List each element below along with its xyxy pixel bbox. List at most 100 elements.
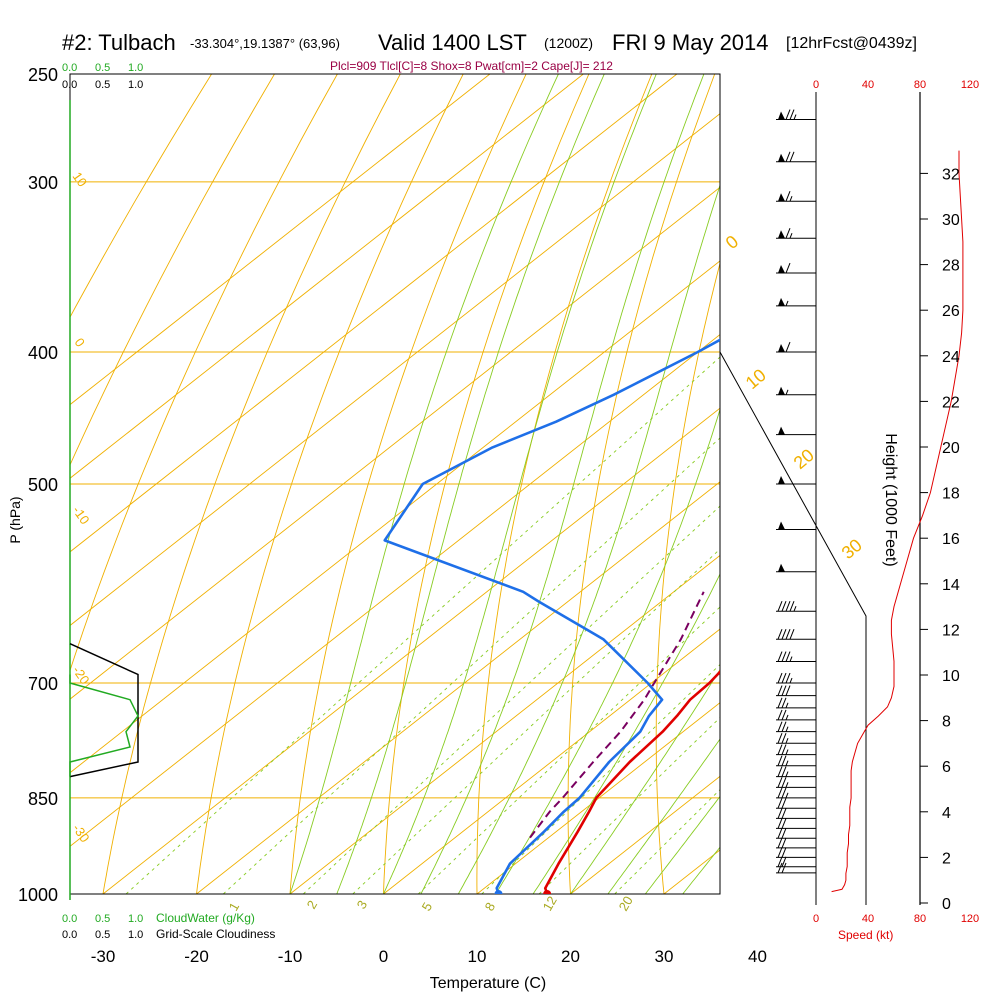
height-tick-label: 30 [942,212,960,229]
wind-barb [776,847,816,858]
pressure-tick-label: 700 [28,674,58,694]
wind-barb [776,151,816,163]
isotherm-line [289,554,720,894]
height-tick-label: 2 [942,850,951,867]
dewpoint-line [383,338,720,894]
moist-adiabat [682,846,720,894]
wind-barb [776,777,816,788]
isotherm-line [383,628,720,894]
wind-barb [776,601,816,612]
mixing-ratio-line [125,356,720,894]
wind-barb [776,733,816,744]
top-cw-tick: 0.0 [62,62,77,74]
temperature-axis: -30 -20 -10 0 10 20 30 40 [91,947,767,966]
temperature-tick-label: -20 [184,947,209,966]
height-tick-label: 12 [942,622,960,639]
bot-cl-tick: 0.5 [95,929,110,941]
top-speed-tick: 120 [961,79,979,91]
temperature-tick-label: 30 [655,947,674,966]
top-cw-tick: 1.0 [128,62,143,74]
wind-barb [776,341,816,353]
mixing-ratio-label: 12 [540,893,560,913]
isotherm-line [70,186,720,700]
pressure-tick-label: 1000 [18,885,58,905]
moist-adiabat [532,573,720,894]
height-tick-label: 0 [942,896,951,913]
wind-panel [719,92,964,905]
mixing-ratio-label: 2 [304,898,321,912]
isotherm-line [70,333,720,847]
wind-barb [776,808,816,819]
wind-barb [776,228,816,239]
bot-speed-tick: 120 [961,913,979,925]
wind-barb [776,521,816,531]
dry-adiabat [476,74,653,894]
bot-cw-tick: 0.5 [95,913,110,925]
temperature-tick-label: 40 [748,947,767,966]
moist-adiabat [383,74,657,894]
height-tick-label: 16 [942,531,960,548]
wind-barb [776,262,816,274]
temperature-tick-label: 10 [468,947,487,966]
isotherm-line [851,74,1000,894]
dry-adiabat [383,74,590,894]
wind-barb [776,297,816,307]
cloudwater-profile [69,674,139,777]
mixing-ratio-label: 3 [354,898,371,912]
dry-adiabat [289,74,527,894]
dry-adiabat [196,74,464,894]
height-tick-label: 24 [942,349,960,366]
dry-adiabat-label: 0 [72,335,88,350]
top-cloudwater-ticks: 0.0 0.5 1.0 0.0 0.5 1.0 [62,62,143,91]
wind-barb [776,787,816,799]
height-tick-label: 4 [942,805,951,822]
dry-adiabat [70,74,338,672]
moist-adiabat [420,74,705,894]
wind-barb [776,426,816,436]
speed-profile [831,150,964,893]
wind-barb [776,476,816,485]
y-axis-label: P (hPa) [7,496,23,543]
dry-adiabat [982,74,1000,894]
moist-adiabat [570,668,720,894]
mixing-ratio-label: 5 [419,900,436,914]
mixing-ratio-line [352,548,720,894]
sounding-lines [383,338,720,894]
wind-barb [776,651,816,663]
bot-cw-tick: 1.0 [128,913,143,925]
moist-adiabat [495,407,720,894]
height-axis-label: Height (1000 Feet) [882,433,899,566]
dry-adiabat [70,74,212,319]
moist-adiabat [336,74,605,894]
moist-adiabat-label: 10 [742,365,770,393]
isotherm-line [70,74,584,479]
wind-barb [776,685,816,697]
height-tick-label: 6 [942,759,951,776]
cloudwater-label: CloudWater (g/Kg) [156,911,255,925]
wind-barb [776,798,816,809]
height-tick-label: 32 [942,166,960,183]
wind-barb [776,837,816,849]
wind-barb [776,629,816,640]
top-speed-ticks: 0 40 80 120 [813,79,979,91]
wind-barb [776,672,816,684]
bottom-legend: 0.0 0.5 1.0 CloudWater (g/Kg) 0.0 0.5 1.… [62,911,979,942]
bot-speed-tick: 40 [862,913,874,925]
moist-adiabat [607,738,720,894]
wind-barb [776,386,816,396]
wind-panel-border [719,351,867,905]
bot-cl-tick: 0.0 [62,929,77,941]
forecast-date: FRI 9 May 2014 [612,30,769,55]
temperature-line [543,669,720,894]
wind-barb [776,856,816,868]
temperature-tick-label: 20 [561,947,580,966]
top-speed-tick: 0 [813,79,819,91]
dry-adiabat [904,74,966,894]
pressure-tick-label: 850 [28,789,58,809]
mixing-ratio-line [302,505,720,894]
mixing-ratio-line [417,606,720,894]
isotherm-line [476,702,720,894]
pressure-tick-label: 500 [28,475,58,495]
dry-adiabat [567,74,716,894]
